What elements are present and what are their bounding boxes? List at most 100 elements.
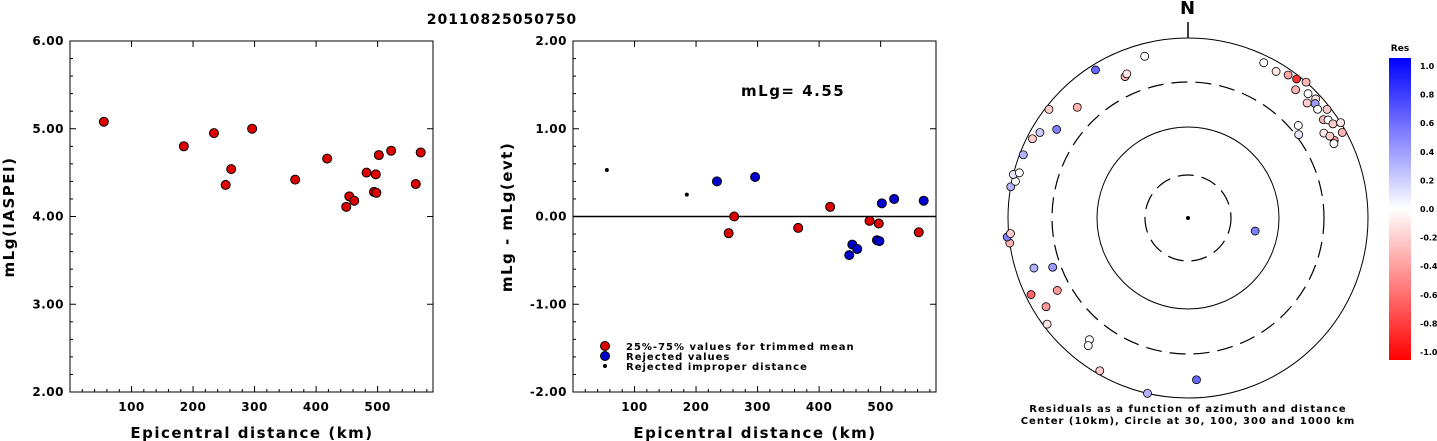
polar-point <box>1329 139 1339 149</box>
data-point <box>371 187 382 198</box>
polar-point <box>1259 58 1269 68</box>
y-tick-label: 2.00 <box>32 385 64 399</box>
circle-1000km <box>1007 37 1369 399</box>
legend-label-improper: Rejected improper distance <box>626 362 808 373</box>
polar-point <box>1052 125 1062 134</box>
circle-100km <box>1096 126 1280 310</box>
x-tick-label: 200 <box>180 400 207 414</box>
polar-point <box>1122 69 1132 79</box>
legend-marker-trimmed <box>600 341 610 351</box>
x-tick-label: 300 <box>241 400 268 414</box>
polar-point <box>1072 102 1082 112</box>
polar-point <box>1028 134 1037 144</box>
colorbar-tick-label: -0.6 <box>1420 291 1437 300</box>
chart-polar-residuals: N Residuals as a function of azimuth and… <box>1002 0 1369 427</box>
data-point-rejected <box>918 195 929 206</box>
polar-point <box>1271 67 1281 76</box>
polar-point <box>1091 65 1100 75</box>
colorbar: Res 1.0 0.8 0.6 0.4 0.2 0.0 -0.2 -0.4 -0.6 -0.8 -1… <box>1389 44 1437 360</box>
chart-residual-vs-distance: 100 200 300 400 500 -2.00 -1.00 0.00 1.00 2.00 mL… <box>498 34 937 441</box>
polar-point <box>1301 77 1311 87</box>
plot-frame <box>69 40 434 393</box>
colorbar-tick-label: 0.8 <box>1420 91 1435 100</box>
data-point-trimmed <box>913 227 924 238</box>
data-point <box>290 174 301 185</box>
colorbar-tick-label: -1.0 <box>1420 348 1437 357</box>
x-tick-label: 100 <box>621 400 648 414</box>
colorbar-tick-label: 0.2 <box>1420 176 1434 185</box>
colorbar-tick-label: -0.2 <box>1420 234 1437 243</box>
y-axis-label: mLg - mLg(evt) <box>498 142 516 292</box>
polar-point <box>1014 168 1024 178</box>
data-point-rejected <box>750 172 761 183</box>
magnitude-annotation: mLg= 4.55 <box>741 82 845 100</box>
data-point-trimmed <box>793 222 804 233</box>
y-tick-label: 4.00 <box>32 210 64 224</box>
x-tick-label: 200 <box>683 400 710 414</box>
polar-point <box>1048 262 1058 272</box>
data-point <box>373 150 384 161</box>
polar-point <box>1083 341 1093 351</box>
data-point <box>386 145 397 156</box>
data-point-rejected <box>889 193 900 204</box>
polar-point <box>1192 375 1201 385</box>
polar-point <box>1143 388 1152 398</box>
polar-point <box>1302 98 1312 108</box>
polar-point <box>1337 128 1347 137</box>
data-point <box>178 141 189 152</box>
data-point <box>220 179 231 190</box>
data-point-trimmed <box>825 201 836 212</box>
data-point <box>98 116 109 127</box>
legend-label-trimmed: 25%-75% values for trimmed mean <box>626 342 855 353</box>
x-tick-label: 400 <box>303 400 330 414</box>
polar-point <box>1294 130 1304 139</box>
chart-mlg-vs-distance: 100 200 300 400 500 2.00 3.00 4.00 5.00 6.00 Epic… <box>0 34 434 441</box>
y-axis-label: mLg(IASPEI) <box>0 157 18 278</box>
polar-point <box>1018 150 1028 160</box>
y-tick-label: -1.00 <box>530 297 567 311</box>
polar-point <box>1292 74 1302 84</box>
polar-point <box>1041 302 1051 312</box>
polar-caption-line-2: Center (10km), Circle at 30, 100, 300 an… <box>1021 416 1356 427</box>
polar-point <box>1325 131 1335 141</box>
x-axis-label: Epicentral distance (km) <box>633 424 876 441</box>
data-point-rejected <box>876 198 887 209</box>
data-point-rejected <box>844 250 855 261</box>
data-point-trimmed <box>873 218 884 229</box>
polar-point <box>1250 226 1260 236</box>
polar-point <box>1328 119 1338 129</box>
y-tick-label: -2.00 <box>530 385 567 399</box>
data-point <box>361 167 372 178</box>
x-axis-label: Epicentral distance (km) <box>130 424 373 441</box>
data-point <box>247 123 258 134</box>
data-point-trimmed <box>723 228 734 239</box>
polar-point <box>1291 85 1301 95</box>
polar-point <box>1042 319 1052 329</box>
data-point-trimmed <box>729 211 740 222</box>
y-tick-label: 2.00 <box>535 34 567 48</box>
polar-point <box>1140 51 1150 61</box>
data-point-rejected <box>874 236 885 247</box>
data-point-rejected <box>711 176 722 187</box>
circle-30km <box>1144 174 1232 262</box>
x-tick-label: 300 <box>744 400 771 414</box>
colorbar-tick-label: 1.0 <box>1420 62 1435 71</box>
data-point-improper <box>684 192 689 197</box>
polar-point <box>1052 286 1062 295</box>
polar-point <box>1095 366 1105 376</box>
x-tick-label: 400 <box>806 400 833 414</box>
colorbar-tick-label: 0.4 <box>1420 148 1435 157</box>
data-point <box>322 153 333 164</box>
data-point <box>410 179 421 190</box>
legend-marker-rejected <box>600 351 610 361</box>
data-point <box>370 169 381 180</box>
data-point-trimmed <box>864 215 875 226</box>
x-tick-label: 500 <box>364 400 391 414</box>
polar-point <box>1303 89 1313 99</box>
polar-point <box>1026 290 1036 299</box>
colorbar-tick-label: 0.6 <box>1420 119 1435 128</box>
y-tick-label: 6.00 <box>32 34 64 48</box>
y-tick-label: 1.00 <box>535 122 567 136</box>
y-tick-label: 5.00 <box>32 122 64 136</box>
